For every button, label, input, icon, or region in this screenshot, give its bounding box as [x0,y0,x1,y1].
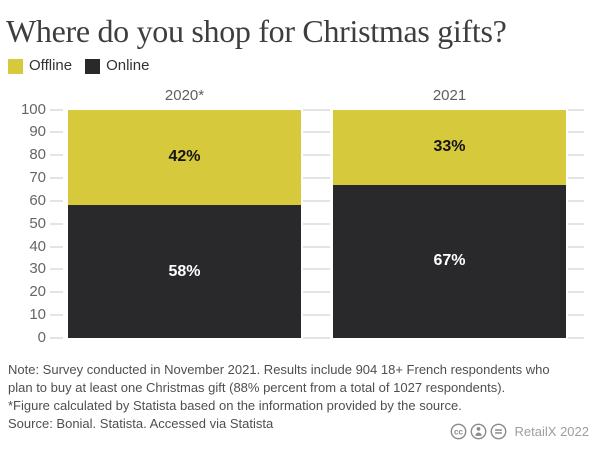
gridline-segment [568,199,584,202]
bar-value-label-offline: 33% [433,138,466,156]
gridline-segment [303,108,330,111]
gridline-segment [303,245,330,248]
gridline-segment [568,291,584,294]
gridline-segment [568,337,584,339]
bar-segment-online [333,184,566,338]
gridline-segment [303,314,330,317]
gridline-segment [568,268,584,271]
bar-value-label-offline: 42% [168,148,201,166]
gridline-segment [303,222,330,225]
gridline-segment [568,108,584,111]
legend: Offline Online [8,58,149,74]
gridline-segment [568,154,584,157]
gridline-segment [303,268,330,271]
column-header: 2021 [432,87,467,104]
bar-segment-offline [68,109,301,206]
y-axis-tick-label: 20 [29,283,46,301]
note-line-1: Note: Survey conducted in November 2021.… [8,362,550,377]
column-header: 2020* [164,87,205,104]
gridline-segment [303,291,330,294]
gridline-segment [50,131,63,134]
bar-value-label-online: 67% [433,252,466,270]
svg-text:cc: cc [454,427,463,436]
y-axis-tick-label: 100 [20,100,46,118]
gridline-segment [303,131,330,134]
gridline-segment [568,131,584,134]
legend-item-online: Online [85,58,149,74]
y-axis-tick-label: 80 [29,146,46,164]
cc-no-derivatives-icon [490,423,506,440]
y-axis-tick-label: 60 [29,191,46,209]
gridline-segment [303,177,330,180]
footnotes: Note: Survey conducted in November 2021.… [8,361,550,433]
gridline-segment [568,314,584,317]
legend-item-offline: Offline [8,58,72,74]
source-line: Source: Bonial. Statista. Accessed via S… [8,416,274,431]
bar-value-label-online: 58% [168,262,201,280]
note-line-2: plan to buy at least one Christmas gift … [8,380,506,395]
online-color-swatch-icon [85,58,101,74]
gridline-segment [50,291,63,294]
y-axis-tick-label: 50 [29,214,46,232]
y-axis-tick-label: 70 [29,169,46,187]
y-axis-tick-label: 0 [37,329,46,346]
gridline-segment [50,177,63,180]
cc-icon: cc [450,423,466,440]
y-axis-tick-label: 40 [29,237,46,255]
bar-segment-online [68,205,301,338]
attribution: cc RetailX 2022 [450,423,589,440]
gridline-segment [568,222,584,225]
gridline-segment [50,245,63,248]
gridline-segment [303,199,330,202]
gridline-segment [50,222,63,225]
chart-title: Where do you shop for Christmas gifts? [6,13,507,49]
y-axis-tick-label: 90 [29,123,46,141]
y-axis-tick-label: 30 [29,260,46,278]
gridline-segment [50,268,63,271]
legend-label-offline: Offline [29,57,73,74]
legend-label-online: Online [106,57,150,74]
note-line-3: *Figure calculated by Statista based on … [8,398,462,413]
gridline-segment [50,154,63,157]
cc-attribution-icon [470,423,486,440]
gridline-segment [303,337,330,339]
y-axis-tick-label: 10 [29,306,46,324]
offline-color-swatch-icon [8,58,23,74]
gridline-segment [50,337,63,339]
gridline-segment [50,314,63,317]
gridline-segment [568,245,584,248]
gridline-segment [50,199,63,202]
gridline-segment [50,108,63,111]
bar-segment-offline [333,109,566,185]
gridline-segment [303,154,330,157]
gridline-segment [568,177,584,180]
attribution-label: RetailX 2022 [514,424,589,439]
